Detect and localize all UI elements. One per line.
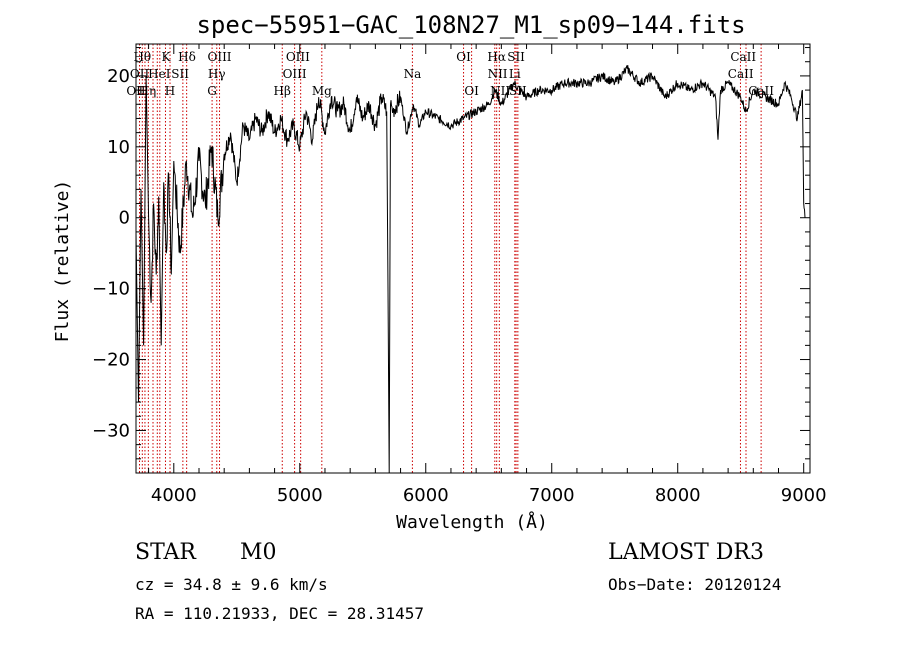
line-label-hα: Hα <box>487 50 506 64</box>
x-tick-label-7000: 7000 <box>529 485 575 506</box>
line-label-oi: OI <box>464 84 479 98</box>
line-label-h: H <box>165 84 175 98</box>
x-tick-label-5000: 5000 <box>277 485 323 506</box>
plot-frame-rect <box>135 43 811 474</box>
redshift-velocity: cz = 34.8 ± 9.6 km/s <box>135 575 328 594</box>
coordinates: RA = 110.21933, DEC = 28.31457 <box>135 604 424 623</box>
y-tick-label-20: 20 <box>107 66 130 87</box>
x-tick-label-6000: 6000 <box>403 485 449 506</box>
observation-date: Obs−Date: 20120124 <box>608 575 782 594</box>
chart-title: spec−55951−GAC_108N27_M1_sp09−144.fits <box>196 11 745 39</box>
line-label-hβ: Hβ <box>274 84 291 98</box>
object-class: STAR <box>135 540 196 565</box>
emission-line-markers <box>139 44 762 473</box>
line-label-mg: Mg <box>312 84 332 98</box>
survey-name: LAMOST DR3 <box>608 540 764 565</box>
line-label-oii: OII <box>130 67 150 81</box>
x-tick-label-8000: 8000 <box>655 485 701 506</box>
line-label-oiii: OIII <box>283 67 307 81</box>
line-label-na: Na <box>404 67 422 81</box>
spectrum-line <box>135 65 806 474</box>
y-axis-label: Flux (relative) <box>52 180 73 343</box>
y-tick-label--30: −30 <box>92 420 130 441</box>
line-label-li: Li <box>509 67 521 81</box>
line-label-hei: HeI <box>148 67 171 81</box>
spectral-subclass: M0 <box>240 540 277 565</box>
line-label-nii: NII <box>488 67 508 81</box>
line-label-oi: OI <box>456 50 471 64</box>
line-label-caii: CaII <box>730 50 756 64</box>
y-axis-ticks: 20 10 0 −10 −20 −30 <box>92 47 810 460</box>
line-label-sii: SII <box>171 67 189 81</box>
x-tick-label-9000: 9000 <box>781 485 827 506</box>
line-label-g: G <box>207 84 217 98</box>
line-label-hγ: Hγ <box>208 67 226 81</box>
x-axis-label: Wavelength (Å) <box>396 511 548 533</box>
y-tick-label-0: 0 <box>119 208 130 229</box>
y-tick-label-10: 10 <box>107 137 130 158</box>
x-axis-ticks: 4000 5000 6000 7000 8000 9000 <box>148 44 827 506</box>
spectrum-series <box>135 65 806 474</box>
line-label-hδ: Hδ <box>178 50 196 64</box>
line-label-oiii: OIII <box>207 50 231 64</box>
y-tick-label--20: −20 <box>92 350 130 371</box>
line-label-k: K <box>161 50 171 64</box>
line-label-sii: SII <box>509 84 527 98</box>
line-label-hη: Hη <box>139 84 157 98</box>
line-label-caii: CaII <box>728 67 754 81</box>
x-tick-label-4000: 4000 <box>151 485 197 506</box>
y-tick-label--10: −10 <box>92 279 130 300</box>
plot-frame <box>135 43 811 474</box>
line-label-oiii: OIII <box>286 50 310 64</box>
line-label-hθ: Hθ <box>133 50 151 64</box>
line-label-sii: SII <box>507 50 525 64</box>
